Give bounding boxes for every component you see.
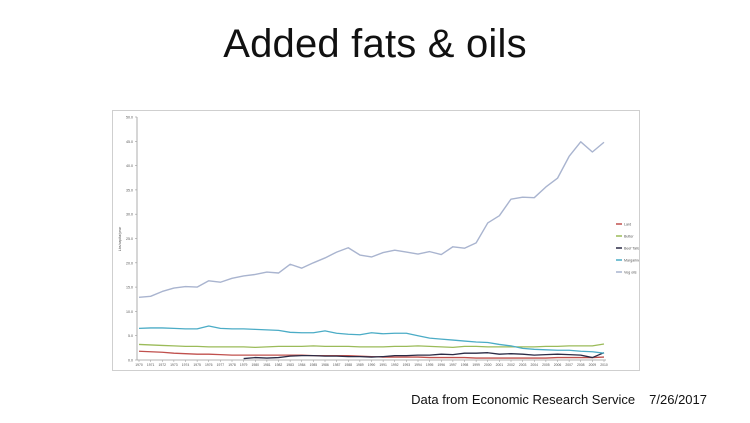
x-tick-label: 1990 [368, 363, 376, 367]
legend-label: Butter [624, 234, 634, 238]
x-tick-label: 1984 [298, 363, 306, 367]
x-tick-label: 2001 [496, 363, 504, 367]
slide-title: Added fats & oils [223, 22, 527, 66]
series-line-beef-tallow [243, 352, 605, 360]
y-tick-label: 35.0 [126, 188, 133, 192]
y-tick-label: 5.0 [128, 334, 133, 338]
x-tick-label: 2003 [519, 363, 527, 367]
x-tick-label: 1993 [403, 363, 411, 367]
x-tick-label: 1989 [356, 363, 364, 367]
x-tick-label: 1997 [449, 363, 457, 367]
x-tick-label: 1996 [437, 363, 445, 367]
y-tick-label: 30.0 [126, 213, 133, 217]
x-tick-label: 2004 [530, 363, 538, 367]
series-line-butter [138, 343, 605, 349]
x-tick-label: 1976 [205, 363, 213, 367]
x-tick-label: 2005 [542, 363, 550, 367]
x-tick-label: 1985 [310, 363, 318, 367]
y-tick-label: 45.0 [126, 140, 133, 144]
series-line-veg-oils [138, 141, 605, 299]
x-tick-label: 1979 [240, 363, 248, 367]
legend-label: Margarine [624, 258, 639, 262]
x-tick-label: 2000 [484, 363, 492, 367]
legend-label: Lard [624, 222, 631, 226]
legend-label: Veg oils [624, 270, 637, 274]
x-tick-label: 1983 [286, 363, 294, 367]
x-tick-label: 1972 [158, 363, 166, 367]
y-tick-label: 0.0 [128, 359, 133, 363]
y-tick-label: 40.0 [126, 164, 133, 168]
x-tick-label: 1975 [193, 363, 201, 367]
y-tick-label: 20.0 [126, 261, 133, 265]
y-tick-label: 50.0 [126, 116, 133, 120]
x-tick-label: 1973 [170, 363, 178, 367]
x-tick-label: 1998 [461, 363, 469, 367]
y-tick-label: 10.0 [126, 310, 133, 314]
x-tick-label: 1994 [414, 363, 422, 367]
source-date: 7/26/2017 [649, 392, 707, 407]
legend-label: Beef Tallow [624, 246, 639, 250]
x-tick-label: 1999 [472, 363, 480, 367]
x-tick-label: 2009 [589, 363, 597, 367]
x-tick-label: 1988 [344, 363, 352, 367]
x-tick-label: 1970 [135, 363, 143, 367]
x-tick-label: 1992 [391, 363, 399, 367]
x-tick-label: 1981 [263, 363, 271, 367]
chart-frame: 0.0 5.0 10.0 15.0 20.0 25.0 30.0 35.0 40.0 45.0 50… [112, 110, 640, 371]
x-tick-label: 1991 [379, 363, 387, 367]
source-text: Data from Economic Research Service [411, 392, 636, 407]
x-tick-label: 1971 [147, 363, 155, 367]
x-tick-label: 1974 [182, 363, 190, 367]
x-tick-label: 2008 [577, 363, 585, 367]
x-tick-label: 2006 [554, 363, 562, 367]
line-chart: 0.0 5.0 10.0 15.0 20.0 25.0 30.0 35.0 40.0 45.0 50… [118, 116, 639, 368]
y-tick-label: 15.0 [126, 286, 133, 290]
x-tick-label: 1986 [321, 363, 329, 367]
x-tick-label: 2010 [600, 363, 608, 367]
x-tick-label: 1978 [228, 363, 236, 367]
x-tick-label: 1977 [217, 363, 225, 367]
x-tick-label: 2002 [507, 363, 515, 367]
x-tick-label: 1987 [333, 363, 341, 367]
y-tick-label: 25.0 [126, 237, 133, 241]
x-tick-label: 2007 [565, 363, 573, 367]
x-tick-label: 1982 [275, 363, 283, 367]
x-tick-label: 1995 [426, 363, 434, 367]
series-line-margarine [138, 325, 605, 354]
y-axis-label: Lbs/capita/year [118, 226, 122, 251]
x-tick-label: 1980 [251, 363, 259, 367]
source-note: Data from Economic Research Service 7/26/… [411, 392, 707, 407]
